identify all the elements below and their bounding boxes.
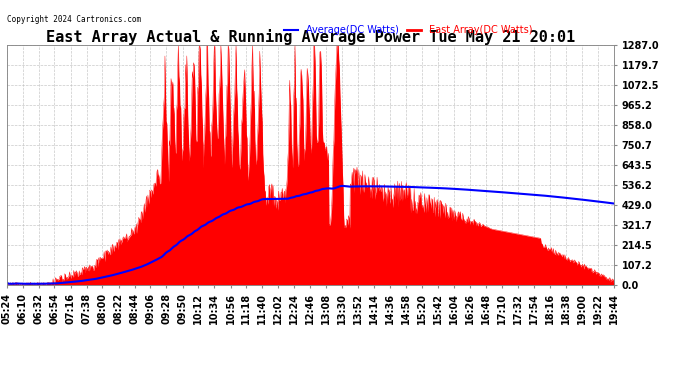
Text: Copyright 2024 Cartronics.com: Copyright 2024 Cartronics.com xyxy=(7,15,141,24)
Legend: Average(DC Watts), East Array(DC Watts): Average(DC Watts), East Array(DC Watts) xyxy=(279,21,536,39)
Title: East Array Actual & Running Average Power Tue May 21 20:01: East Array Actual & Running Average Powe… xyxy=(46,29,575,45)
